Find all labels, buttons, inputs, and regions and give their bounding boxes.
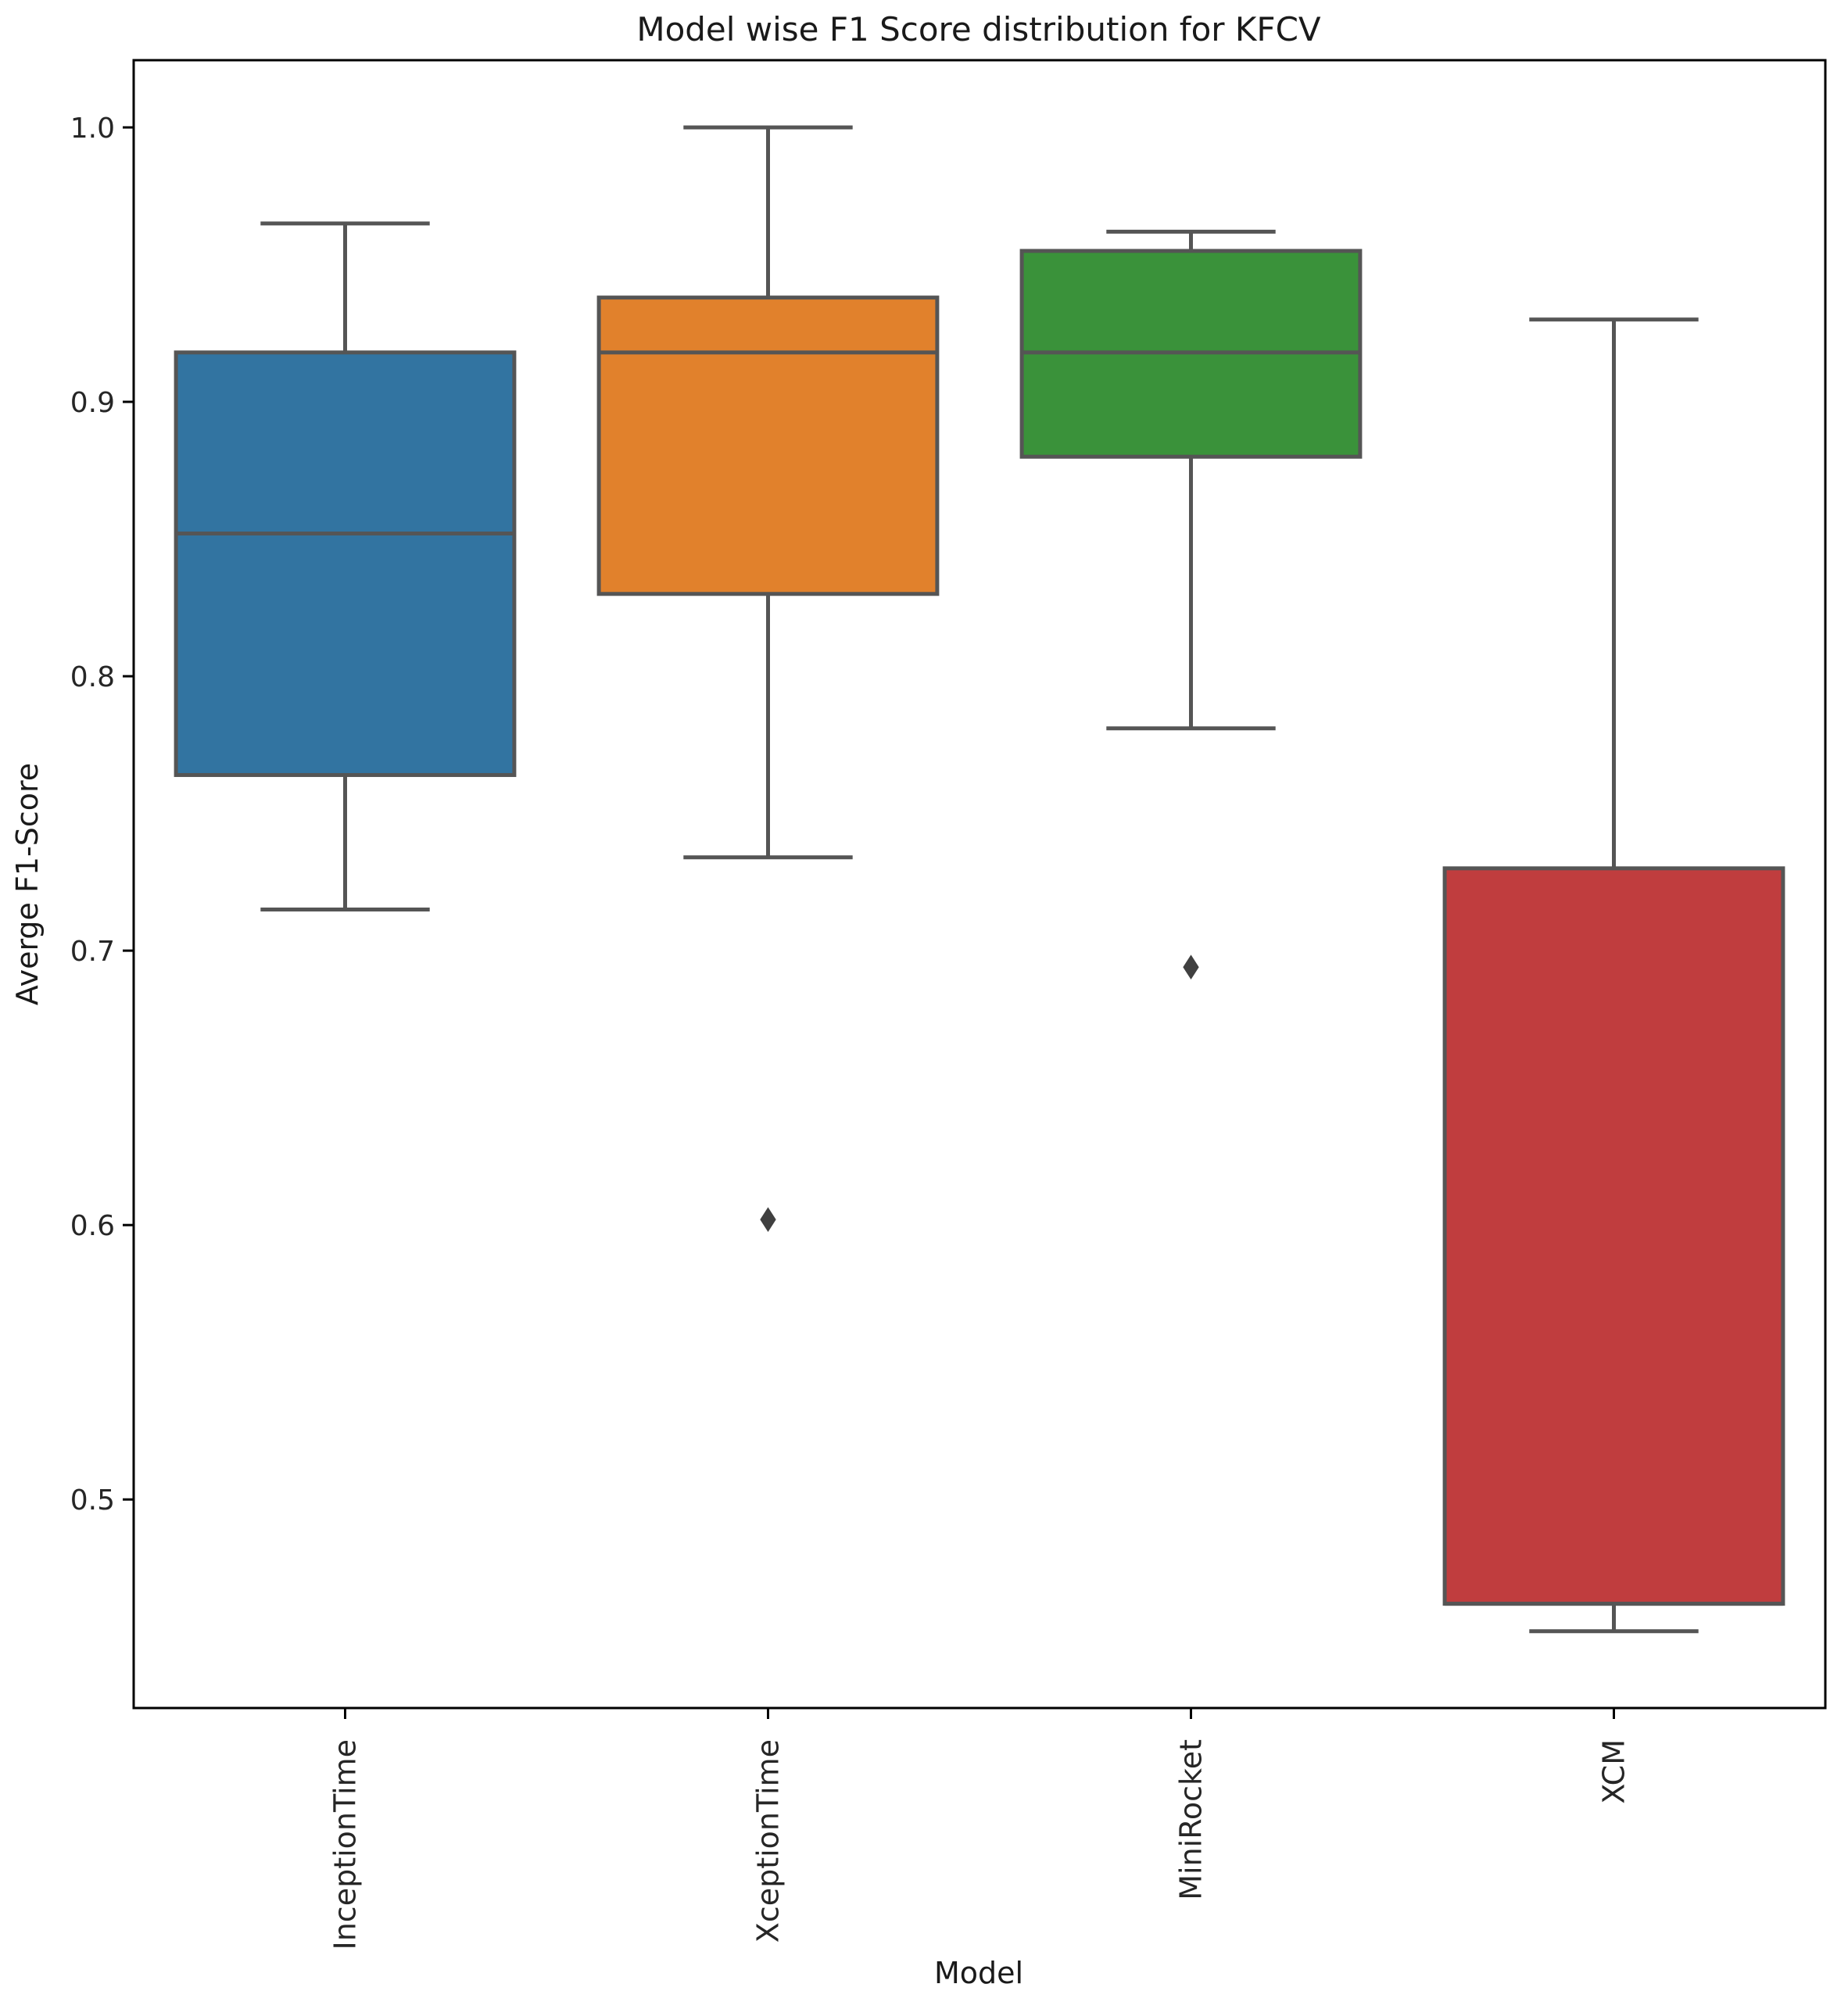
boxes-layer <box>174 125 1785 1634</box>
x-tick-label: InceptionTime <box>328 1739 363 1950</box>
box-XCM <box>1442 866 1785 1606</box>
x-tick-label: XCM <box>1597 1739 1631 1804</box>
y-tick-label: 0.5 <box>70 1484 115 1517</box>
x-axis: InceptionTime XceptionTime MiniRocket XCM <box>328 1708 1631 1950</box>
x-axis-label: Model <box>934 1956 1023 1990</box>
y-axis: 0.5 0.6 0.7 0.8 0.9 1.0 <box>70 113 134 1517</box>
box-group-1 <box>596 125 940 1232</box>
y-tick-label: 0.9 <box>70 387 115 419</box>
chart-title: Model wise F1 Score distribution for KFC… <box>636 10 1321 48</box>
box-group-3 <box>1442 317 1785 1634</box>
box-group-2 <box>1019 229 1363 980</box>
y-axis-label: Averge F1-Score <box>10 763 45 1005</box>
y-tick-label: 0.7 <box>70 936 115 968</box>
box-group-0 <box>174 221 517 911</box>
x-tick-label: XceptionTime <box>751 1739 786 1943</box>
box-InceptionTime <box>174 350 517 777</box>
box-XceptionTime <box>596 295 940 596</box>
y-tick-label: 0.8 <box>70 661 115 693</box>
plot-frame <box>132 59 1827 1710</box>
outlier-point <box>760 1207 776 1232</box>
y-tick-label: 1.0 <box>70 113 115 145</box>
y-tick-label: 0.6 <box>70 1210 115 1242</box>
outlier-point <box>1183 954 1199 980</box>
x-tick-label: MiniRocket <box>1174 1739 1209 1900</box>
